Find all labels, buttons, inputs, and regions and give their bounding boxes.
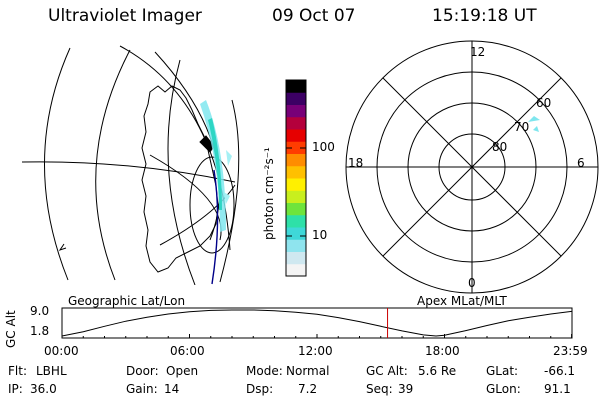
- info-flt-label: Flt:: [8, 364, 27, 378]
- date-label: 09 Oct 07: [272, 6, 356, 26]
- mlt-label-18: 18: [348, 156, 364, 170]
- info-gain-label: Gain:: [126, 382, 158, 396]
- info-seq-label: Seq:: [366, 382, 393, 396]
- ytick-label-bottom: 1.8: [30, 324, 50, 338]
- colorbar-segment: [286, 190, 306, 203]
- info-ip-value: 36.0: [30, 382, 57, 396]
- info-dsp-value: 7.2: [298, 382, 318, 396]
- ytick-label-top: 9.0: [30, 304, 50, 318]
- colorbar-segment: [286, 92, 306, 105]
- instrument-title: Ultraviolet Imager: [48, 6, 202, 26]
- colorbar-segment: [286, 227, 306, 240]
- info-gcalt-value: 5.6 Re: [418, 364, 457, 378]
- info-door-label: Door:: [126, 364, 159, 378]
- xtick-label-1200: 12:00: [298, 344, 333, 358]
- info-glat-label: GLat:: [486, 364, 519, 378]
- info-mode-value: Normal: [286, 364, 330, 378]
- xtick-label-2359: 23:59: [553, 344, 588, 358]
- altitude-chart-frame: [61, 307, 573, 339]
- colorbar-segment: [286, 239, 306, 252]
- colorbar-tick-10: 10: [312, 228, 328, 242]
- mlt-label-12: 12: [470, 45, 486, 59]
- info-seq-value: 39: [398, 382, 414, 396]
- info-dsp-label: Dsp:: [246, 382, 274, 396]
- colorbar-segment: [286, 214, 306, 228]
- colorbar-segment: [286, 178, 306, 191]
- time-label: 15:19:18 UT: [432, 6, 537, 26]
- mlt-label-6: 6: [577, 156, 585, 170]
- colorbar-segment: [286, 263, 306, 277]
- info-ip-label: IP:: [8, 382, 23, 396]
- altitude-ylabel: GC Alt: [4, 310, 18, 348]
- xtick-label-1800: 18:00: [425, 344, 460, 358]
- info-glat-value: -66.1: [544, 364, 576, 378]
- info-mode-label: Mode:: [246, 364, 283, 378]
- altitude-series-line: [61, 309, 572, 337]
- info-glon-label: GLon:: [486, 382, 521, 396]
- colorbar-segment: [286, 116, 306, 130]
- info-flt-value: LBHL: [36, 364, 67, 378]
- colorbar-tick-100: 100: [312, 140, 335, 154]
- colorbar-segment: [286, 104, 306, 118]
- info-gain-value: 14: [164, 382, 180, 396]
- info-glon-value: 91.1: [544, 382, 571, 396]
- mlat-label-70: 70: [514, 120, 530, 134]
- colorbar-segment: [286, 202, 306, 216]
- xtick-label-0600: 06:00: [170, 344, 205, 358]
- mlt-label-0: 0: [468, 276, 476, 290]
- colorbar-segment: [286, 80, 306, 93]
- mlat-label-80: 80: [492, 140, 508, 154]
- mlat-label-60: 60: [536, 96, 552, 110]
- geographic-label: Geographic Lat/Lon: [68, 294, 186, 308]
- colorbar-segment: [286, 153, 306, 167]
- xtick-label-0000: 00:00: [44, 344, 79, 358]
- info-gcalt-label: GC Alt:: [366, 364, 408, 378]
- apex-label: Apex MLat/MLT: [417, 294, 507, 308]
- info-door-value: Open: [166, 364, 199, 378]
- colorbar-segment: [286, 129, 306, 142]
- colorbar-segment: [286, 251, 306, 265]
- colorbar-segment: [286, 165, 306, 179]
- colorbar-segment: [286, 141, 306, 154]
